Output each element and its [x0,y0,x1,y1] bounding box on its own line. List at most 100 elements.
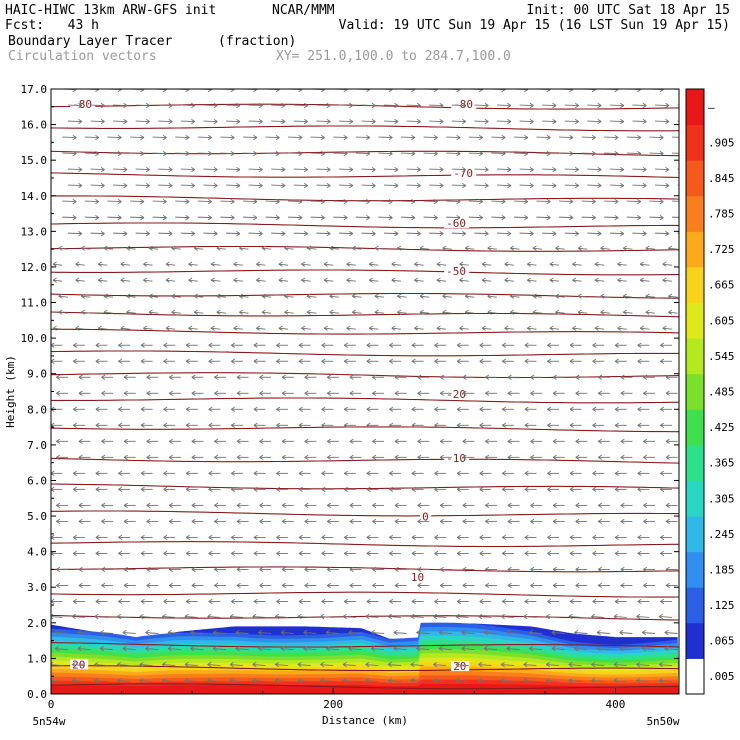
circulation-vector [530,374,543,380]
circulation-vector [636,677,650,684]
circulation-vector [389,358,401,364]
circulation-vector [592,422,605,428]
circulation-vector [591,613,605,620]
circulation-vector [411,470,424,476]
circulation-vector [193,309,204,315]
circulation-vector [349,438,362,444]
circulation-vector [439,518,452,524]
circulation-vector [107,134,122,141]
circulation-vector [551,645,565,652]
circulation-vector [643,454,656,460]
circulation-vector [265,150,280,157]
circulation-vector [98,325,108,331]
circulation-vector [485,454,497,460]
circulation-vector [569,534,582,540]
y-tick-label: 9.0 [27,368,47,381]
y-tick-label: 15.0 [21,154,48,167]
circulation-vector [320,661,334,668]
circulation-vector [411,422,424,428]
circulation-vector [417,454,430,460]
tracer-band [51,684,679,694]
circulation-vector [135,231,150,237]
circulation-vector [288,215,303,221]
circulation-vector [510,245,520,251]
circulation-vector [73,422,85,428]
circulation-vector [474,118,489,125]
circulation-vector [462,582,475,589]
circulation-vector [451,231,467,237]
circulation-vector [617,325,627,331]
circulation-vector [559,215,574,221]
circulation-vector [391,325,402,331]
circulation-vector [233,261,243,267]
circulation-vector [231,486,243,492]
y-tick-label: 5.0 [27,510,47,523]
circulation-vector [236,518,249,524]
circulation-vector [355,134,371,141]
circulation-vector [434,406,447,412]
circulation-vector [439,454,452,460]
circulation-vector [552,390,565,396]
circulation-vector [304,438,317,444]
circulation-vector [197,150,213,157]
circulation-vector [135,118,150,125]
circulation-vector [304,502,317,508]
colorbar-label: .905 [708,136,735,149]
circulation-vector [175,134,190,141]
circulation-vector [214,438,226,444]
circulation-vector [101,374,114,380]
circulation-vector [481,277,492,283]
circulation-vector [168,582,181,589]
circulation-vector [636,613,650,620]
circulation-vector [126,293,136,299]
circulation-vector [146,566,159,573]
y-tick-label: 8.0 [27,403,47,416]
circulation-vector [643,582,656,589]
circulation-vector [434,550,447,557]
circulation-vector [321,550,334,557]
circulation-vector [52,261,63,267]
circulation-vector [81,309,91,315]
circulation-vector [293,231,308,237]
circulation-vector [171,245,181,251]
circulation-vector [158,166,173,173]
circulation-vector [394,566,407,573]
circulation-vector [564,118,579,125]
circulation-vector [180,183,196,189]
forecast-hour: Fcst: 43 h [5,18,99,33]
circulation-vector [592,406,605,412]
circulation-vector [575,582,588,589]
circulation-vector [158,102,173,109]
circulation-vector [349,454,362,460]
circulation-vector [461,645,475,652]
circulation-vector [481,261,492,267]
circulation-vector [352,309,362,315]
circulation-vector [225,183,241,189]
circulation-vector [368,277,379,283]
circulation-vector [140,358,153,364]
circulation-vector [372,566,385,573]
circulation-vector [231,422,243,428]
circulation-vector [645,309,656,315]
circulation-vector [389,550,401,557]
circulation-vector [284,245,294,251]
circulation-vector [276,470,289,476]
circulation-vector [139,613,153,620]
circulation-vector [446,134,461,141]
circulation-vector [391,261,402,267]
circulation-vector [349,502,362,508]
circulation-vector [168,454,181,460]
circulation-vector [113,183,128,189]
circulation-vector [519,118,534,125]
circulation-vector [414,277,424,283]
circulation-vector [346,261,356,267]
contour-label-bg [451,168,477,179]
circulation-vector [90,183,105,189]
circulation-vector [620,502,633,508]
circulation-vector [479,406,492,412]
circulation-vector [365,613,379,620]
circulation-vector [203,118,218,125]
circulation-vector [411,486,424,492]
circulation-vector [366,486,379,492]
